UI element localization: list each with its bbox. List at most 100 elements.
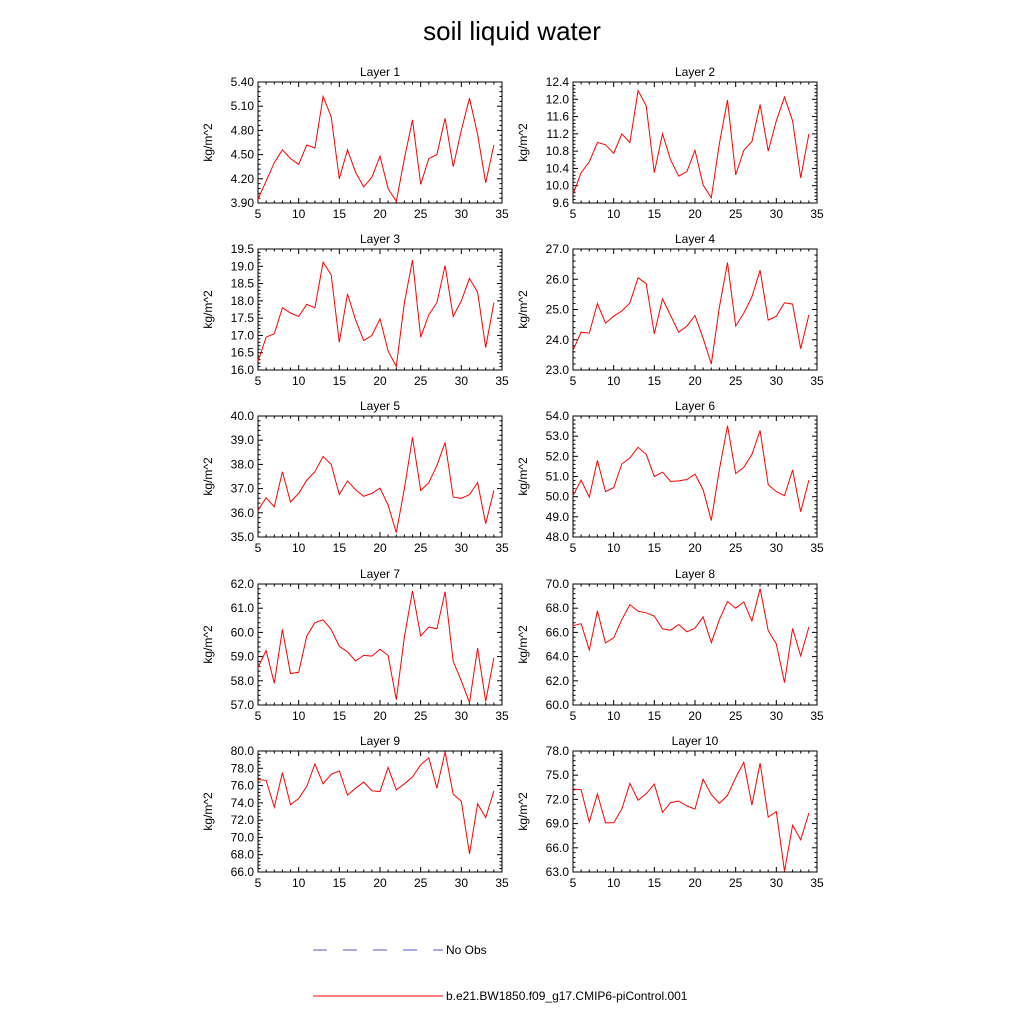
- x-tick-label: 25: [729, 374, 743, 388]
- y-axis-label: kg/m^2: [201, 625, 215, 664]
- plot-frame: [257, 583, 503, 706]
- y-tick-label: 68.0: [546, 601, 570, 615]
- legend-label-no-obs: No Obs: [446, 943, 487, 957]
- y-tick-label: 59.0: [231, 650, 255, 664]
- panel-layer-4: Layer 4 5 10 15 20 25 30 35 23.0 24.0 25.0 26.0 27.0…: [516, 232, 824, 388]
- y-tick-label: 66.0: [546, 625, 570, 639]
- y-tick-label: 52.0: [546, 449, 570, 463]
- x-tick-label: 20: [688, 709, 702, 723]
- panel-title: Layer 5: [360, 399, 400, 413]
- x-tick-label: 20: [688, 876, 702, 890]
- y-tick-label: 19.0: [231, 259, 255, 273]
- x-tick-label: 35: [810, 876, 824, 890]
- y-axis-label: kg/m^2: [516, 290, 530, 329]
- y-axis-label: kg/m^2: [201, 123, 215, 162]
- y-axis-label: kg/m^2: [516, 457, 530, 496]
- x-tick-label: 10: [607, 541, 621, 555]
- y-tick-label: 27.0: [546, 242, 570, 256]
- x-tick-label: 30: [455, 876, 469, 890]
- x-tick-label: 35: [810, 374, 824, 388]
- x-tick-label: 5: [570, 876, 577, 890]
- x-tick-label: 25: [729, 207, 743, 221]
- x-tick-label: 15: [333, 709, 347, 723]
- x-tick-label: 35: [495, 541, 509, 555]
- panel-title: Layer 1: [360, 65, 400, 79]
- y-axis-label: kg/m^2: [201, 457, 215, 496]
- y-tick-label: 72.0: [546, 792, 570, 806]
- y-tick-label: 76.0: [231, 779, 255, 793]
- x-tick-label: 15: [333, 876, 347, 890]
- x-tick-label: 15: [648, 541, 662, 555]
- x-tick-label: 30: [770, 709, 784, 723]
- x-tick-label: 35: [810, 709, 824, 723]
- y-tick-label: 37.0: [231, 482, 255, 496]
- panel-title: Layer 2: [675, 65, 715, 79]
- panel-layer-8: Layer 8 5 10 15 20 25 30 35 60.0 62.0 64.0 66.0 68.0…: [516, 567, 824, 723]
- x-tick-label: 10: [292, 374, 306, 388]
- y-tick-label: 64.0: [546, 650, 570, 664]
- panel-layer-1: Layer 1 5 10 15 20 25 30 35 3.90 4.20 4.50 4.80 5.10…: [201, 65, 509, 221]
- panel-grid: Layer 1 5 10 15 20 25 30 35 3.90 4.20 4.50 4.80 5.10…: [201, 65, 824, 890]
- y-tick-label: 3.90: [231, 196, 255, 210]
- series-line: [572, 262, 810, 365]
- y-tick-label: 4.50: [231, 148, 255, 162]
- legend-label-model: b.e21.BW1850.f09_g17.CMIP6-piControl.001: [446, 989, 688, 1003]
- figure-title: soil liquid water: [423, 16, 601, 46]
- series-line: [572, 760, 810, 872]
- y-tick-label: 60.0: [546, 698, 570, 712]
- plot-frame: [572, 583, 818, 706]
- y-tick-label: 54.0: [546, 409, 570, 423]
- plot-frame: [257, 750, 503, 873]
- x-tick-label: 10: [607, 709, 621, 723]
- x-tick-label: 20: [373, 876, 387, 890]
- y-tick-label: 9.6: [552, 196, 569, 210]
- x-tick-label: 15: [648, 709, 662, 723]
- y-tick-label: 39.0: [231, 433, 255, 447]
- x-tick-label: 15: [648, 374, 662, 388]
- plot-frame: [257, 248, 503, 371]
- legend: No Obs b.e21.BW1850.f09_g17.CMIP6-piCont…: [313, 943, 688, 1003]
- panel-title: Layer 7: [360, 567, 400, 581]
- x-tick-label: 30: [455, 541, 469, 555]
- y-tick-label: 49.0: [546, 510, 570, 524]
- x-tick-label: 30: [455, 709, 469, 723]
- y-tick-label: 36.0: [231, 506, 255, 520]
- y-axis-label: kg/m^2: [201, 290, 215, 329]
- y-tick-label: 38.0: [231, 457, 255, 471]
- y-tick-label: 78.0: [546, 744, 570, 758]
- plot-frame: [257, 415, 503, 538]
- x-tick-label: 15: [333, 207, 347, 221]
- x-tick-label: 20: [373, 374, 387, 388]
- x-tick-label: 10: [607, 876, 621, 890]
- y-tick-label: 17.5: [231, 311, 255, 325]
- panel-layer-9: Layer 9 5 10 15 20 25 30 35 66.0 68.0 70.0 72.0 74.0…: [201, 734, 509, 890]
- series-line: [572, 89, 810, 200]
- y-tick-label: 25.0: [546, 303, 570, 317]
- x-tick-label: 10: [292, 876, 306, 890]
- y-tick-label: 66.0: [546, 841, 570, 855]
- y-tick-label: 70.0: [231, 830, 255, 844]
- x-tick-label: 35: [495, 207, 509, 221]
- x-tick-label: 20: [373, 709, 387, 723]
- y-axis-label: kg/m^2: [201, 792, 215, 831]
- panel-title: Layer 9: [360, 734, 400, 748]
- y-tick-label: 66.0: [231, 865, 255, 879]
- x-tick-label: 10: [292, 709, 306, 723]
- y-tick-label: 16.0: [231, 363, 255, 377]
- y-tick-label: 4.80: [231, 123, 255, 137]
- x-tick-label: 10: [607, 207, 621, 221]
- x-tick-label: 35: [495, 374, 509, 388]
- plot-frame: [257, 81, 503, 204]
- x-tick-label: 20: [688, 374, 702, 388]
- y-axis-label: kg/m^2: [516, 792, 530, 831]
- y-tick-label: 63.0: [546, 865, 570, 879]
- x-tick-label: 25: [414, 709, 428, 723]
- panel-layer-2: Layer 2 5 10 15 20 25 30 35 9.6 10.0 10.4 10.8 11.2 1…: [516, 65, 824, 221]
- y-tick-label: 10.8: [546, 144, 570, 158]
- y-tick-label: 40.0: [231, 409, 255, 423]
- y-axis-label: kg/m^2: [516, 625, 530, 664]
- y-tick-label: 24.0: [546, 333, 570, 347]
- x-tick-label: 30: [770, 207, 784, 221]
- x-tick-label: 15: [333, 541, 347, 555]
